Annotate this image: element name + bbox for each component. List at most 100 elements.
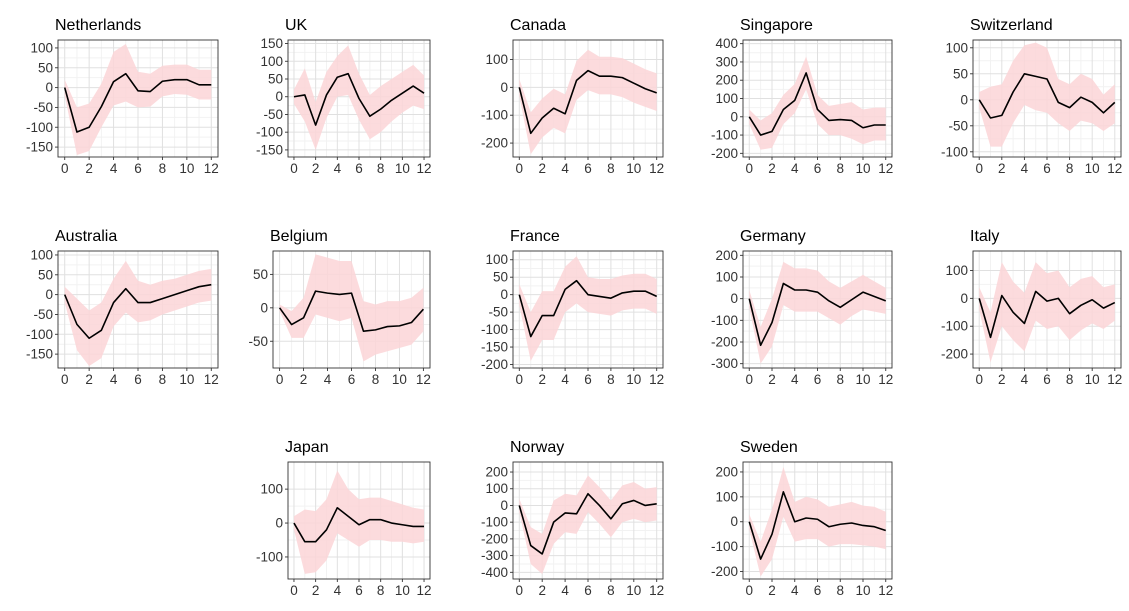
x-tick-label: 6 [814,372,822,387]
y-tick-label: -100 [711,539,738,554]
x-tick-label: 10 [395,583,410,598]
x-tick-label: 2 [538,372,546,387]
y-tick-label: -100 [941,144,968,159]
x-tick-label: 6 [584,583,592,598]
confidence-band [519,256,657,362]
x-tick-label: 4 [110,161,118,176]
y-tick-label: 0 [275,516,283,531]
x-tick-label: 8 [836,583,844,598]
x-tick-label: 2 [768,583,776,598]
x-tick-label: 6 [355,583,363,598]
y-tick-label: -100 [26,327,53,342]
y-tick-label: -150 [26,347,53,362]
y-tick-label: 100 [485,52,508,67]
y-tick-label: -50 [488,305,508,320]
y-tick-label: 0 [960,291,968,306]
response-line [748,282,887,347]
x-tick-label: 0 [745,583,753,598]
x-tick-label: 0 [975,372,983,387]
x-tick-label: 8 [607,583,615,598]
panel-belgium: 0 2 4 6 8 10 12 -50 0 50 Belgium [248,228,430,387]
y-tick-label: -50 [948,118,968,133]
y-tick-label: 0 [500,498,508,513]
response-line [518,279,658,338]
response-line [748,72,886,136]
x-tick-label: 0 [516,161,524,176]
response-line [63,72,212,133]
panel-title: UK [285,17,308,34]
response-line [63,283,212,340]
x-tick-label: 8 [372,372,380,387]
x-tick-label: 6 [584,161,592,176]
y-tick-label: 150 [260,36,283,51]
y-tick-label: 100 [715,270,738,285]
y-tick-label: 300 [715,54,738,69]
y-tick-label: 100 [30,247,53,262]
y-tick-label: 100 [715,91,738,106]
confidence-band [64,260,212,367]
x-tick-label: 12 [649,161,664,176]
x-tick-label: 12 [204,161,219,176]
panel-title: Norway [510,439,564,456]
x-tick-label: 4 [334,583,342,598]
response-line [293,506,425,543]
y-tick-label: -300 [711,356,738,371]
panel-title: Sweden [740,439,798,456]
x-tick-label: 10 [179,161,194,176]
y-tick-label: -100 [941,319,968,334]
y-tick-label: -200 [481,531,508,546]
confidence-band [979,262,1115,363]
x-tick-label: 8 [159,372,167,387]
confidence-band [979,42,1115,147]
y-tick-label: -200 [711,564,738,579]
x-tick-label: 0 [61,161,69,176]
y-tick-label: 100 [260,54,283,69]
confidence-band [749,261,886,364]
x-tick-label: 8 [159,161,167,176]
x-tick-label: 12 [878,161,893,176]
x-tick-label: 2 [538,161,546,176]
panel-title: Canada [510,17,566,34]
y-tick-label: 50 [38,267,53,282]
x-tick-label: 10 [1085,372,1100,387]
y-tick-label: -200 [481,136,508,151]
x-tick-label: 12 [417,161,432,176]
x-tick-label: 0 [516,372,524,387]
response-line [978,290,1116,339]
y-tick-label: -200 [941,347,968,362]
x-tick-label: 2 [312,583,320,598]
x-tick-label: 4 [110,372,118,387]
y-tick-label: -100 [711,128,738,143]
confidence-band [64,43,212,156]
panel-title: Singapore [740,17,813,34]
x-tick-label: 6 [134,161,142,176]
y-tick-label: -200 [711,335,738,350]
x-tick-label: 4 [334,161,342,176]
y-tick-label: 100 [945,40,968,55]
x-tick-label: 4 [791,583,799,598]
x-tick-label: 10 [395,161,410,176]
x-tick-label: 10 [626,583,641,598]
x-tick-label: 6 [584,372,592,387]
y-tick-label: 0 [260,300,268,315]
response-line [518,69,657,135]
x-tick-label: 4 [324,372,332,387]
x-tick-label: 4 [791,372,799,387]
panel-title: Switzerland [970,17,1053,34]
x-tick-label: 2 [998,161,1006,176]
x-tick-label: 4 [791,161,799,176]
x-tick-label: 2 [85,372,93,387]
y-tick-label: -100 [256,125,283,140]
x-tick-label: 6 [355,161,363,176]
y-tick-label: 50 [493,270,508,285]
x-tick-label: 6 [814,583,822,598]
x-tick-label: 4 [561,583,569,598]
x-tick-label: 8 [836,372,844,387]
y-tick-label: 100 [715,489,738,504]
y-tick-label: 100 [260,482,283,497]
